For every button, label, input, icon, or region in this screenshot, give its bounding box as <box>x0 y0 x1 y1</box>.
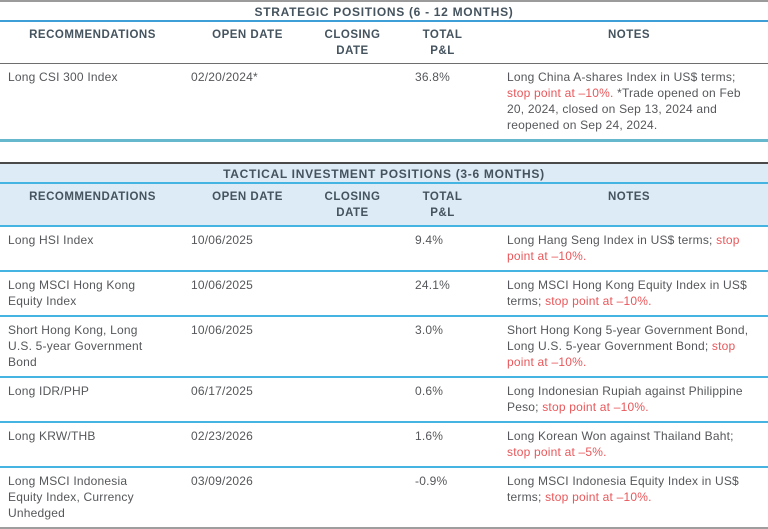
column-header-recommendations: RECOMMENDATIONS <box>29 191 156 203</box>
recommendation-cell: Long KRW/THB <box>8 429 96 443</box>
tactical-table-title: TACTICAL INVESTMENT POSITIONS (3-6 MONTH… <box>0 164 768 184</box>
open-date-cell: 03/09/2026 <box>191 474 254 488</box>
column-header-open-date: OPEN DATE <box>212 191 283 203</box>
note-text: Long MSCI Hong Kong Equity Index in US$ … <box>507 278 747 308</box>
table-row: Long HSI Index 10/06/2025 9.4% Long Hang Se… <box>0 227 768 272</box>
stop-point-text: stop point at –10%. <box>542 400 649 414</box>
notes-cell: Long Indonesian Rupiah against Philippin… <box>490 383 768 415</box>
table-row: Long KRW/THB 02/23/2026 1.6% Long Korean Wo… <box>0 423 768 468</box>
recommendation-cell: Short Hong Kong, Long U.S. 5-year Govern… <box>8 323 143 369</box>
strategic-table-title: STRATEGIC POSITIONS (6 - 12 MONTHS) <box>0 2 768 22</box>
column-header-closing-date: CLOSING DATE <box>324 29 381 57</box>
note-text: *Trade opened on Feb 20, 2024, closed on… <box>507 86 741 132</box>
column-header-total-pl: TOTAL P&L <box>422 29 463 57</box>
total-pl-cell: 3.0% <box>415 323 444 337</box>
total-pl-cell: 1.6% <box>415 429 444 443</box>
tactical-positions-table: TACTICAL INVESTMENT POSITIONS (3-6 MONTH… <box>0 162 768 529</box>
recommendation-cell: Long CSI 300 Index <box>8 70 118 84</box>
strategic-positions-table: STRATEGIC POSITIONS (6 - 12 MONTHS) RECO… <box>0 0 768 142</box>
open-date-cell: 02/20/2024* <box>191 70 258 84</box>
note-text: Long Hang Seng Index in US$ terms; <box>507 233 717 247</box>
total-pl-cell: 0.6% <box>415 384 444 398</box>
recommendation-cell: Long IDR/PHP <box>8 384 90 398</box>
tactical-header-row: RECOMMENDATIONS OPEN DATE CLOSING DATE T… <box>0 184 768 227</box>
column-header-recommendations: RECOMMENDATIONS <box>29 29 156 41</box>
note-text: Long Korean Won against Thailand Baht; <box>507 429 734 443</box>
table-row: Long IDR/PHP 06/17/2025 0.6% Long Indonesia… <box>0 378 768 423</box>
notes-cell: Long China A-shares Index in US$ terms; … <box>490 69 768 133</box>
note-text: Long Indonesian Rupiah against Philippin… <box>507 384 743 414</box>
open-date-cell: 06/17/2025 <box>191 384 254 398</box>
open-date-cell: 02/23/2026 <box>191 429 254 443</box>
table-row: Short Hong Kong, Long U.S. 5-year Govern… <box>0 317 768 378</box>
strategic-rows: Long CSI 300 Index 02/20/2024* 36.8% Long C… <box>0 64 768 139</box>
strategic-header-row: RECOMMENDATIONS OPEN DATE CLOSING DATE T… <box>0 22 768 64</box>
stop-point-text: stop point at –10%. <box>545 294 652 308</box>
tactical-rows: Long HSI Index 10/06/2025 9.4% Long Hang Se… <box>0 227 768 527</box>
recommendation-cell: Long HSI Index <box>8 233 94 247</box>
column-header-notes: NOTES <box>607 29 651 41</box>
notes-cell: Long MSCI Hong Kong Equity Index in US$ … <box>490 277 768 309</box>
notes-cell: Long MSCI Indonesia Equity Index in US$ … <box>490 473 768 505</box>
column-header-open-date: OPEN DATE <box>212 29 283 41</box>
stop-point-text: stop point at –10%. <box>507 339 736 369</box>
notes-cell: Short Hong Kong 5-year Government Bond, … <box>490 322 768 370</box>
notes-cell: Long Hang Seng Index in US$ terms; stop … <box>490 232 768 264</box>
stop-point-text: stop point at –5%. <box>507 445 607 459</box>
column-header-notes: NOTES <box>607 191 651 203</box>
open-date-cell: 10/06/2025 <box>191 278 254 292</box>
total-pl-cell: 36.8% <box>415 70 451 84</box>
column-header-closing-date: CLOSING DATE <box>324 191 381 219</box>
recommendation-cell: Long MSCI Hong Kong Equity Index <box>8 278 136 308</box>
total-pl-cell: 24.1% <box>415 278 451 292</box>
open-date-cell: 10/06/2025 <box>191 233 254 247</box>
total-pl-cell: -0.9% <box>415 474 448 488</box>
note-text: Long MSCI Indonesia Equity Index in US$ … <box>507 474 739 504</box>
total-pl-cell: 9.4% <box>415 233 444 247</box>
table-row: Long MSCI Hong Kong Equity Index 10/06/20… <box>0 272 768 317</box>
table-row: Long CSI 300 Index 02/20/2024* 36.8% Long C… <box>0 64 768 139</box>
open-date-cell: 10/06/2025 <box>191 323 254 337</box>
recommendation-cell: Long MSCI Indonesia Equity Index, Curren… <box>8 474 134 520</box>
stop-point-text: stop point at –10%. <box>507 86 614 100</box>
note-text: Short Hong Kong 5-year Government Bond, … <box>507 323 749 353</box>
column-header-total-pl: TOTAL P&L <box>422 191 463 219</box>
stop-point-text: stop point at –10%. <box>507 233 740 263</box>
stop-point-text: stop point at –10%. <box>545 490 652 504</box>
table-row: Long MSCI Indonesia Equity Index, Curren… <box>0 468 768 527</box>
note-text: Long China A-shares Index in US$ terms; <box>507 70 736 84</box>
notes-cell: Long Korean Won against Thailand Baht; s… <box>490 428 768 460</box>
